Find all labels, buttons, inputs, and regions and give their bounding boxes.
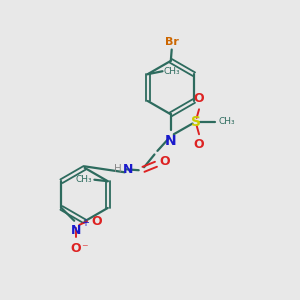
Text: O: O bbox=[194, 138, 204, 152]
Text: CH₃: CH₃ bbox=[76, 175, 92, 184]
Text: N: N bbox=[165, 134, 177, 148]
Text: N: N bbox=[123, 164, 134, 176]
Text: Br: Br bbox=[165, 37, 179, 46]
Text: O: O bbox=[160, 155, 170, 168]
Text: H: H bbox=[114, 164, 122, 174]
Text: O: O bbox=[194, 92, 204, 105]
Text: N: N bbox=[70, 224, 81, 237]
Text: CH₃: CH₃ bbox=[218, 117, 235, 126]
Text: CH₃: CH₃ bbox=[164, 67, 181, 76]
Text: +: + bbox=[81, 218, 89, 228]
Text: S: S bbox=[191, 115, 201, 129]
Text: O: O bbox=[70, 242, 81, 255]
Text: ⁻: ⁻ bbox=[81, 242, 88, 255]
Text: O: O bbox=[91, 215, 102, 228]
